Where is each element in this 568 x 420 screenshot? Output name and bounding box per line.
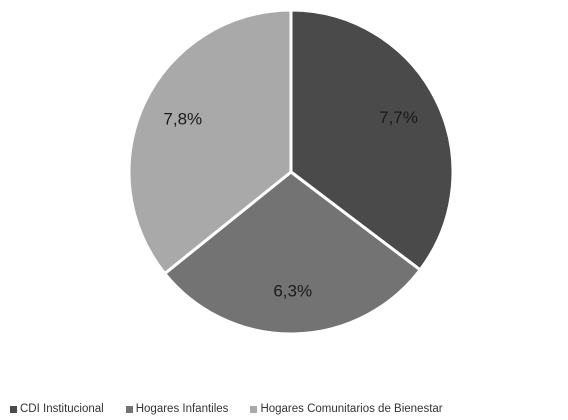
- pie-slice-hogares-infantiles: [163, 170, 422, 336]
- data-label-hogares-comunitarios: 7,8%: [163, 110, 202, 129]
- pie-data-labels: 7,7% 6,3% 7,8%: [163, 108, 417, 300]
- legend: CDI Institucional Hogares Infantiles Hog…: [10, 402, 443, 416]
- legend-label-hogares-comunitarios: Hogares Comunitarios de Bienestar: [260, 403, 443, 415]
- legend-item-hogares-infantiles: Hogares Infantiles: [125, 403, 229, 415]
- legend-swatch-hogares-infantiles: [125, 405, 133, 413]
- legend-label-cdi-institucional: CDI Institucional: [20, 403, 104, 415]
- legend-item-hogares-comunitarios: Hogares Comunitarios de Bienestar: [250, 403, 443, 415]
- data-label-hogares-infantiles: 6,3%: [273, 281, 312, 300]
- pie-slice-hogares-comunitarios: [127, 8, 293, 276]
- legend-swatch-cdi-institucional: [10, 405, 17, 413]
- pie-slice-cdi-institucional: [289, 8, 455, 272]
- legend-item-cdi-institucional: CDI Institucional: [10, 403, 104, 415]
- legend-swatch-hogares-comunitarios: [250, 405, 258, 413]
- data-label-cdi-institucional: 7,7%: [379, 108, 418, 127]
- pie-slices: [127, 8, 455, 336]
- legend-label-hogares-infantiles: Hogares Infantiles: [135, 403, 229, 415]
